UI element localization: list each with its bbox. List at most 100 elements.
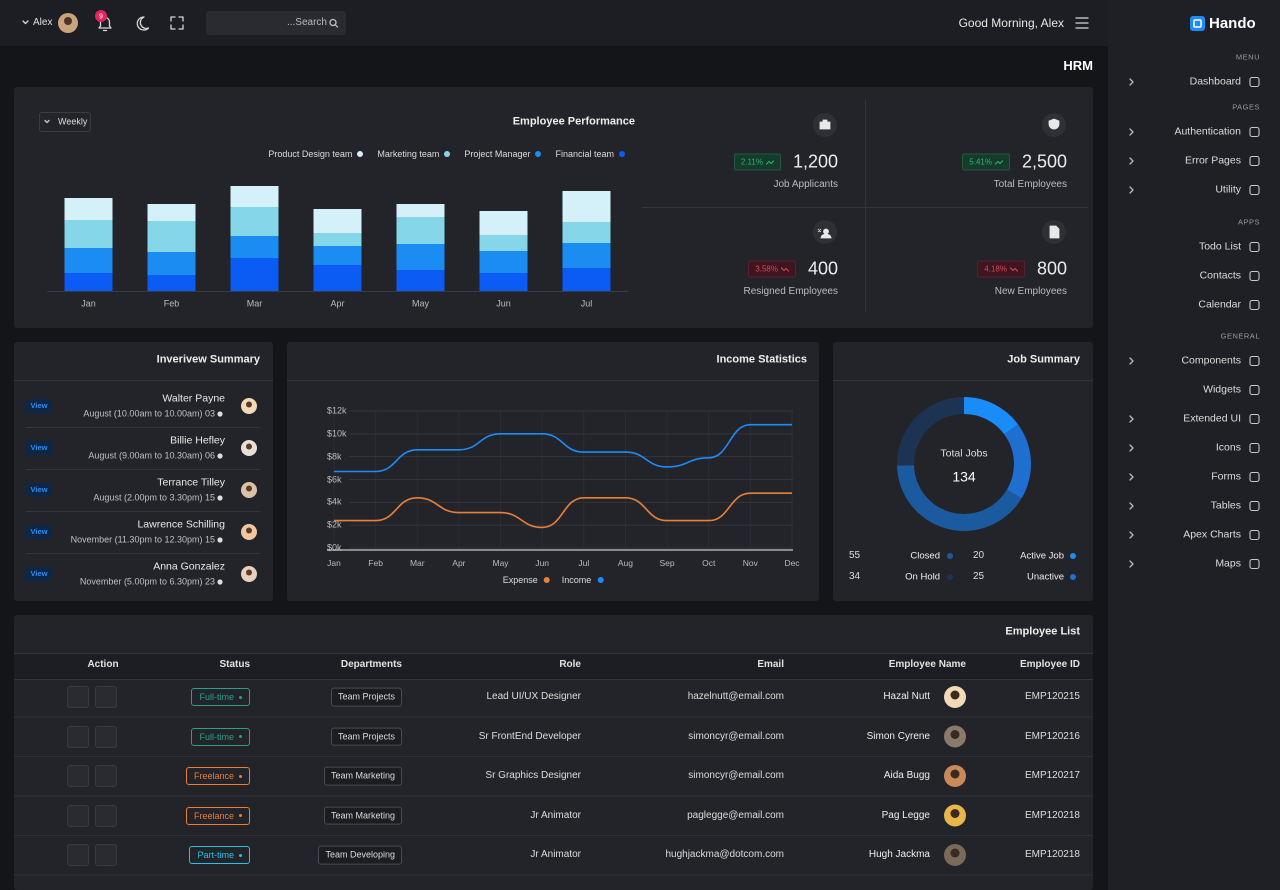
nav-item[interactable]: Widgets [1203,383,1241,396]
nav-icon [1249,529,1260,541]
legend-value: 25 [973,571,985,582]
interview-detail: August (10.00am to 10.00am) 03 [83,408,215,419]
change-badge: 5.41% [962,153,1010,171]
nav-item[interactable]: Dashboard [1189,75,1241,88]
filter-chevron [44,119,50,124]
nav-item[interactable]: Calendar [1198,298,1241,311]
card-title: Inverivew Summary [156,353,260,366]
status-pill: Part-time [189,846,250,864]
x-tick-label: Apr [330,298,345,309]
view-button[interactable]: View [26,567,52,581]
role: Sr FrontEnd Developer [478,730,581,742]
bar-segment [562,191,611,222]
nav-item[interactable]: Error Pages [1184,154,1241,167]
page-title: HRM [1063,58,1093,74]
status-dot [239,735,242,738]
edit-button[interactable] [95,804,117,827]
legend-item: Financial team [555,149,625,159]
y-tick-label: $6k [327,474,342,485]
edit-button[interactable] [95,765,117,787]
status-dot [239,774,242,778]
stat-value-row: 3.58% 400 [748,259,838,280]
edit-button[interactable] [95,686,117,708]
delete-button[interactable] [67,804,89,827]
nav-item[interactable]: Extended UI [1183,412,1241,425]
interview-detail: August (2.00pm to 3.30pm) 15 [93,492,215,503]
trend-arrow-line [1009,266,1018,272]
bar-segment [562,222,611,243]
stat-label: Total Employees [993,179,1067,190]
nav-icon [1249,241,1260,253]
bar-segment [479,251,528,273]
nav-item[interactable]: Maps [1215,557,1241,570]
legend-swatch [1070,574,1076,580]
avatar-head [64,17,72,25]
stat-icon [1049,225,1060,239]
employee-id: EMP120216 [1024,730,1080,742]
bar-segment [479,273,528,291]
status-pill: Full-time [191,688,250,706]
legend-label: Income [561,575,592,585]
email: paglegge@email.com [687,809,784,821]
nav-item[interactable]: Icons [1215,441,1241,454]
employee-name: Hazal Nutt [883,691,930,702]
nav-item[interactable]: Apex Charts [1183,528,1241,541]
view-button[interactable]: View [26,525,52,539]
view-button[interactable]: View [26,399,52,413]
bar-segment [396,244,445,270]
interview-card [14,342,273,601]
nav-icon [1249,155,1260,167]
brand: Hando [1209,15,1256,32]
menu-icon [1075,17,1089,29]
bar-segment [64,248,113,273]
edit-button[interactable] [95,844,117,866]
stat-label: Job Applicants [773,179,839,190]
nav-item[interactable]: Utility [1215,183,1241,196]
x-tick-label: Feb [368,557,383,568]
nav-chevron [1129,531,1134,539]
delete-button[interactable] [67,765,89,787]
legend-swatch [543,577,550,583]
view-button[interactable]: View [26,441,52,455]
nav-item[interactable]: Contacts [1199,269,1241,282]
nav-item[interactable]: Forms [1211,470,1241,483]
legend: Product Design team Marketing team Project… [268,149,625,159]
nav-item[interactable]: Todo List [1198,240,1241,253]
avatar-head [246,401,252,408]
view-button[interactable]: View [26,483,52,497]
bar-segment [147,275,196,291]
trend-arrow [765,159,774,165]
filter-button[interactable] [39,112,91,132]
nav-icon [1249,471,1260,483]
divider [865,100,866,312]
user-name[interactable]: Alex [33,17,53,28]
y-tick-label: $8k [327,451,342,462]
edit-button[interactable] [95,725,117,748]
y-tick-label: $10k [327,428,347,439]
column-header: Employee Name [888,659,966,670]
legend-swatch [1070,553,1076,559]
avatar-head [246,569,252,576]
delete-button[interactable] [67,686,89,708]
legend-label: Product Design team [268,149,353,159]
bar-segment [147,252,196,275]
nav-icon [1249,270,1260,282]
delete-button[interactable] [67,725,89,748]
nav-item[interactable]: Authentication [1174,125,1241,138]
employee-name: Aida Bugg [883,770,930,781]
donut-segment [897,397,964,466]
avatar-head [246,527,252,534]
status-pill: Freelance [185,806,250,825]
x-tick-label: Jul [580,298,593,309]
nav-item[interactable]: Components [1181,354,1241,367]
legend-label: Project Manager [464,149,531,159]
bar-segment [230,207,279,236]
legend-label: Financial team [555,149,614,159]
delete-button[interactable] [67,844,89,866]
x-tick-label: Apr [452,557,466,568]
logo-inner [1193,19,1202,28]
nav-item[interactable]: Tables [1210,499,1241,512]
trend-arrow-line [994,159,1003,165]
status-label: Full-time [199,731,234,742]
search-box[interactable] [206,11,346,35]
